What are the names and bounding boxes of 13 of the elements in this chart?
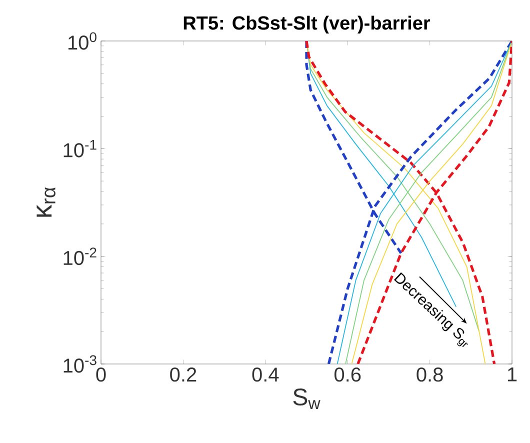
x-tick-label: 0.2	[170, 368, 196, 382]
y-tick-label: 10$^{-1}$	[64, 140, 96, 158]
y-tick-label: 10$^{0}$	[68, 32, 96, 50]
x-tick-label: 0.8	[416, 368, 443, 382]
x-tick-label: 0.4	[252, 368, 279, 382]
x-tick-label: 0.6	[334, 368, 361, 382]
y-tick-label: 10$^{-3}$	[64, 355, 96, 373]
y-tick-label: 10$^{-2}$	[64, 248, 96, 266]
chart-title: RT5: CbSst-Slt (ver)-barrier	[184, 16, 430, 34]
x-axis-title: S$_{w}$	[293, 388, 320, 409]
x-tick-label: 0	[96, 368, 106, 382]
y-axis-title: κ$_{rα}$	[36, 187, 56, 217]
x-tick-label: 1	[508, 368, 517, 382]
